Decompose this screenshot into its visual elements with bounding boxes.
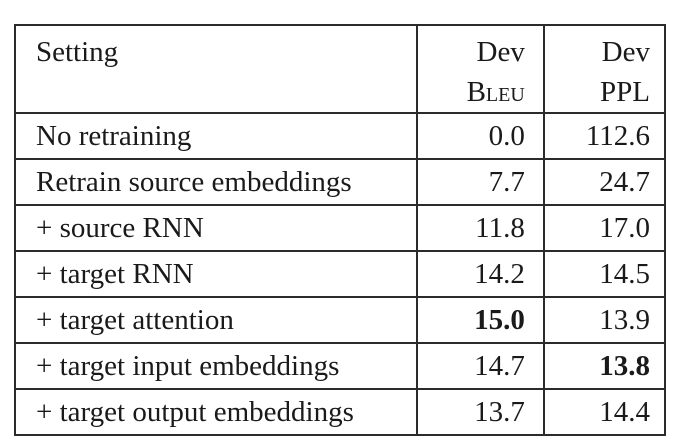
bleu-cell: 14.7 [416,342,545,390]
setting-cell: Retrain source embeddings [13,158,419,206]
setting-cell: No retraining [13,112,419,160]
ppl-cell: 17.0 [542,204,667,252]
header-bleu-line1: Dev [476,36,525,68]
setting-cell: + source RNN [13,204,419,252]
ppl-cell: 13.8 [542,342,667,390]
table-row: No retraining 0.0 112.6 [13,112,667,160]
header-dev-ppl: Dev PPL [542,24,667,114]
setting-cell: + target attention [13,296,419,344]
ppl-cell: 14.4 [542,388,667,436]
bleu-cell: 13.7 [416,388,545,436]
setting-cell: + target RNN [13,250,419,298]
ppl-cell: 112.6 [542,112,667,160]
results-table: Setting Dev Bleu Dev PPL No retraining 0… [13,24,667,436]
bleu-cell: 0.0 [416,112,545,160]
bleu-cell: 14.2 [416,250,545,298]
results-table-body: Setting Dev Bleu Dev PPL No retraining 0… [13,24,667,436]
bleu-cell: 7.7 [416,158,545,206]
table-row: + target output embeddings 13.7 14.4 [13,388,667,436]
header-setting: Setting [13,24,419,114]
header-dev-bleu: Dev Bleu [416,24,545,114]
header-bleu-line2: Bleu [466,76,525,108]
table-row: + target input embeddings 14.7 13.8 [13,342,667,390]
header-ppl-line1: Dev [601,36,650,68]
table-row: + source RNN 11.8 17.0 [13,204,667,252]
setting-cell: + target input embeddings [13,342,419,390]
header-row: Setting Dev Bleu Dev PPL [13,24,667,114]
header-ppl-line2: PPL [600,76,650,108]
setting-cell: + target output embeddings [13,388,419,436]
header-setting-label: Setting [36,36,119,68]
table-row: + target RNN 14.2 14.5 [13,250,667,298]
ppl-cell: 24.7 [542,158,667,206]
bleu-cell: 11.8 [416,204,545,252]
table-row: Retrain source embeddings 7.7 24.7 [13,158,667,206]
bleu-cell: 15.0 [416,296,545,344]
ppl-cell: 14.5 [542,250,667,298]
table-row: + target attention 15.0 13.9 [13,296,667,344]
ppl-cell: 13.9 [542,296,667,344]
